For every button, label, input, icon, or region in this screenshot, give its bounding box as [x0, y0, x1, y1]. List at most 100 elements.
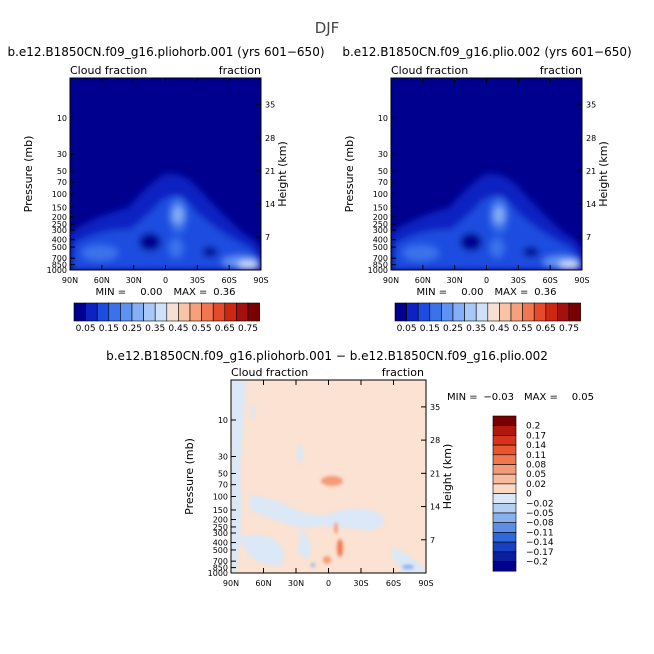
- panel-a-y-tick-label: 1000: [47, 266, 67, 275]
- colorbar-c-box: [492, 425, 517, 436]
- colorbar-a-box: [166, 302, 179, 322]
- colorbar-a-label: 0.65: [215, 324, 235, 334]
- panel-c-y-tick-label: 300: [213, 529, 228, 538]
- panel-a-y-tick-label: 200: [52, 213, 67, 222]
- panel-a-x-tick-label: 60S: [222, 276, 237, 285]
- panel-b-y-tick-label: 700: [373, 254, 388, 263]
- panel-a-y-axis-label: Pressure (mb): [22, 136, 35, 213]
- panel-c-x-tick-label: 60N: [255, 579, 271, 588]
- panel-b-y-tick-label: 1000: [368, 266, 388, 275]
- panel-b-y2-tick-label: 28: [586, 134, 596, 143]
- panel-c-y2-tick-label: 21: [430, 469, 440, 478]
- panel-a-min-value: 0.00: [140, 287, 162, 298]
- colorbar-a-box: [178, 302, 191, 322]
- colorbar-c-label: −0.02: [526, 499, 554, 509]
- colorbar-c-box: [492, 522, 517, 533]
- panel-b-y-axis-label: Pressure (mb): [343, 136, 356, 213]
- panel-a: b.e12.B1850CN.f09_g16.pliohorb.001 (yrs …: [7, 45, 325, 271]
- panel-b-right-string: fraction: [540, 64, 582, 77]
- panel-a-y2-tick-label: 21: [265, 167, 275, 176]
- colorbar-a-box: [131, 302, 144, 322]
- colorbar-b-label: 0.35: [466, 324, 486, 334]
- colorbar-a-box: [85, 302, 98, 322]
- colorbar-a-label: 0.55: [192, 324, 212, 334]
- colorbar-a-label: 0.75: [238, 324, 258, 334]
- panel-c-min-label: MIN =: [447, 392, 478, 403]
- panel-c-x-tick-label: 30N: [288, 579, 304, 588]
- colorbar-a-label: 0.15: [99, 324, 119, 334]
- colorbar-b-box: [406, 302, 419, 322]
- panel-c-y2-tick-label: 14: [430, 503, 440, 512]
- colorbar-c-box: [492, 512, 517, 523]
- panel-c-y-tick-label: 400: [213, 539, 228, 548]
- panel-b-y2-tick-label: 7: [586, 233, 591, 242]
- panel-a-y-tick-label: 850: [52, 261, 67, 270]
- colorbar-c-box: [492, 493, 517, 504]
- panel-c-y-tick-label: 50: [218, 469, 228, 478]
- panel-c-y-tick-label: 700: [213, 557, 228, 566]
- panel-b-y2-axis-label: Height (km): [597, 141, 610, 207]
- panel-c-y2-tick-label: 7: [430, 536, 435, 545]
- panel-c-y2-axis-label: Height (km): [441, 444, 454, 510]
- colorbar-b-box: [417, 302, 431, 322]
- colorbar-a-box: [224, 302, 237, 322]
- colorbar-c-box: [492, 561, 517, 572]
- colorbar-c-box: [492, 551, 517, 562]
- colorbar-a-box: [120, 302, 133, 322]
- panel-a-max-label: MAX =: [174, 287, 208, 298]
- colorbar-c-box: [492, 483, 517, 494]
- panel-a-y2-axis-label: Height (km): [276, 141, 289, 207]
- colorbar-b-label: 0.45: [489, 324, 509, 334]
- colorbar-b-box: [452, 302, 465, 322]
- panel-b-y2-tick-label: 35: [586, 101, 596, 110]
- panel-b-max-value: 0.36: [534, 287, 556, 298]
- colorbar-c-box: [492, 473, 517, 485]
- panel-b-x-tick-label: 30S: [511, 276, 526, 285]
- colorbar-b-box: [464, 302, 477, 322]
- colorbar-c-label: −0.14: [526, 538, 554, 548]
- panel-a-min-label: MIN =: [96, 287, 127, 298]
- colorbar-a: 0.05 0.15 0.25 0.35 0.45 0.55 0.65 0.75: [73, 302, 260, 334]
- colorbar-c-label: 0.05: [526, 470, 546, 480]
- panel-b-y-tick-label: 30: [378, 150, 388, 159]
- panel-c-y-tick-label: 500: [213, 546, 228, 555]
- panel-b-y-tick-label: 150: [373, 203, 388, 212]
- panel-b-x-tick-label: 60S: [543, 276, 558, 285]
- panel-b-max-label: MAX =: [495, 287, 529, 298]
- panel-a-x-tick-label: 0: [163, 276, 168, 285]
- colorbar-a-box: [201, 302, 214, 322]
- panel-c-y-tick-label: 30: [218, 452, 228, 461]
- panel-c-y-axis-label: Pressure (mb): [183, 438, 196, 515]
- panel-b-y2-tick-label: 14: [586, 200, 596, 209]
- panel-c-max-label: MAX =: [524, 392, 558, 403]
- panel-c-y-tick-label: 250: [213, 523, 228, 532]
- panel-c-x-tick-label: 90N: [223, 579, 239, 588]
- colorbar-c-box: [492, 444, 517, 456]
- colorbar-c-label: −0.2: [526, 558, 548, 568]
- colorbar-b-label: 0.65: [536, 324, 556, 334]
- panel-a-y2-tick-label: 7: [265, 233, 270, 242]
- colorbar-b-label: 0.55: [513, 324, 533, 334]
- colorbar-a-box: [212, 302, 226, 322]
- colorbar-a-box: [247, 302, 260, 322]
- colorbar-c-box: [492, 541, 517, 553]
- panel-b-y-tick-label: 70: [378, 178, 388, 187]
- panel-a-max-value: 0.36: [213, 287, 235, 298]
- panel-a-y-tick-label: 30: [57, 150, 67, 159]
- panel-a-y-tick-label: 70: [57, 178, 67, 187]
- colorbar-b-box: [510, 302, 523, 322]
- panel-c-x-tick-label: 30S: [353, 579, 368, 588]
- colorbar-c-box: [492, 502, 517, 514]
- colorbar-a-box: [73, 302, 86, 322]
- panel-b-axes: 90N 60N 30N 0 30S 60S 90S103050701001502002503…: [343, 78, 610, 298]
- colorbar-c-label: 0.08: [526, 461, 546, 471]
- colorbar-a-box: [108, 302, 121, 322]
- colorbar-c-box: [492, 415, 517, 426]
- panel-b-y-tick-label: 10: [378, 114, 388, 123]
- panel-c-y2-tick-label: 35: [430, 403, 440, 412]
- colorbar-b-box: [475, 302, 489, 322]
- panel-b-y-tick-label: 50: [378, 167, 388, 176]
- colorbar-a-box: [236, 302, 249, 322]
- panel-a-y-tick-label: 500: [52, 243, 67, 252]
